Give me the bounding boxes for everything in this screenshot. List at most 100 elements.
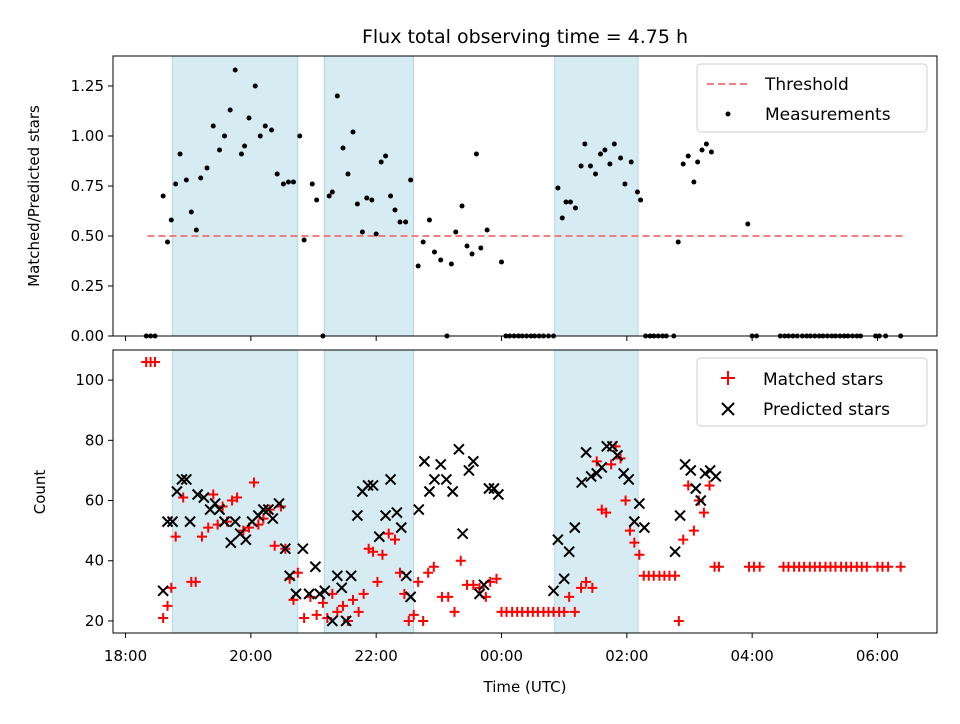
predicted-star-marker (423, 485, 436, 498)
measurement-point (567, 199, 573, 205)
measurement-point (415, 263, 421, 269)
predicted-star-marker (157, 585, 169, 597)
top-legend-box (696, 63, 928, 133)
matched-star-marker (629, 537, 640, 548)
predicted-star-marker (596, 461, 608, 474)
matched-legend-label: Matched stars (763, 370, 883, 390)
predicted-star-marker (395, 521, 407, 534)
predicted-star-marker (340, 615, 352, 627)
matched-star-marker (299, 612, 310, 623)
measurement-point (438, 257, 444, 263)
measurement-point (242, 143, 248, 149)
matched-star-marker (269, 540, 280, 551)
predicted-star-marker (418, 455, 431, 468)
predicted-star-marker (336, 582, 348, 594)
measurement-point (408, 177, 414, 183)
matched-star-marker (449, 606, 460, 617)
predicted-star-marker (453, 443, 465, 456)
measurement-point (420, 239, 426, 245)
x-tick-label: 02:00 (605, 647, 648, 665)
matched-star-marker (408, 609, 419, 620)
matched-star-marker (704, 480, 715, 491)
matched-star-marker (248, 477, 259, 488)
measurement-point (210, 123, 216, 129)
predicted-star-marker (710, 470, 722, 483)
bottom-y-tick-label: 60 (85, 492, 104, 510)
matched-star-marker (347, 594, 358, 605)
measurement-point (618, 155, 624, 161)
predicted-stars-points (157, 440, 722, 627)
measurement-point (350, 129, 356, 135)
predicted-star-marker (229, 515, 241, 528)
measurement-point (193, 227, 199, 233)
predicted-star-marker (283, 570, 296, 582)
measurement-point (314, 197, 320, 203)
measurement-point (334, 93, 340, 99)
matched-star-marker (166, 582, 177, 593)
predicted-star-marker (413, 503, 425, 516)
measurement-point (703, 141, 709, 147)
measurement-point (359, 229, 365, 235)
bottom-y-tick-label: 100 (75, 371, 104, 389)
measurement-point (607, 161, 613, 167)
measurement-point (238, 151, 244, 157)
top-legend: Threshold Measurements (696, 63, 928, 133)
measurement-point (473, 151, 479, 157)
x-axis-label: Time (UTC) (483, 678, 567, 696)
measurement-point (329, 189, 335, 195)
predicted-star-marker (404, 591, 417, 603)
matched-star-marker (883, 561, 894, 572)
predicted-star-marker (184, 515, 196, 528)
matched-star-marker (311, 609, 322, 620)
predicted-star-marker (400, 570, 412, 582)
matched-star-marker (559, 606, 570, 617)
measurement-point (262, 123, 268, 129)
bottom-legend-box (696, 357, 928, 427)
measurement-point (345, 171, 351, 177)
matched-star-marker (581, 576, 592, 587)
x-tick-label: 06:00 (856, 647, 899, 665)
bottom-shaded-intervals (172, 349, 639, 634)
predicted-star-marker (273, 497, 285, 510)
matched-star-marker (196, 531, 207, 542)
predicted-star-marker (611, 449, 624, 462)
measurement-point (699, 147, 705, 153)
matched-star-marker (606, 459, 617, 470)
bottom-x-ticks: 18:00 20:00 22:00 00:00 02:00 04:00 06:00 (104, 633, 899, 665)
measurement-point (198, 175, 204, 181)
top-y-tick-label: 0.50 (71, 227, 104, 245)
predicted-star-marker (576, 476, 588, 489)
measurements-legend-label: Measurements (765, 105, 891, 125)
measurement-point (622, 181, 628, 187)
matched-star-marker (591, 456, 602, 467)
matched-star-marker (455, 555, 466, 566)
matched-star-marker (149, 357, 160, 368)
top-y-tick-label: 1.25 (71, 77, 104, 95)
matched-star-marker (332, 606, 343, 617)
matched-star-marker (227, 495, 238, 506)
measurement-point (257, 133, 263, 139)
top-panel: 0.00 0.25 0.50 0.75 1.00 1.25 Flux total obse… (25, 26, 938, 345)
top-shaded-interval-2 (554, 55, 639, 337)
predicted-star-marker (209, 497, 221, 510)
predicted-star-marker (558, 573, 570, 585)
measurements-legend-marker (725, 111, 731, 117)
measurement-point (301, 237, 307, 243)
predicted-star-marker (674, 509, 686, 522)
predicted-star-marker (563, 546, 575, 558)
predicted-star-marker (569, 521, 581, 534)
predicted-star-marker (473, 588, 486, 600)
measurement-point (397, 219, 403, 225)
predicted-star-marker (669, 546, 681, 558)
matched-star-marker (158, 612, 169, 623)
matched-stars-points (141, 357, 906, 626)
measurement-point (285, 179, 291, 185)
matched-star-marker (418, 615, 429, 626)
matched-star-marker (895, 561, 906, 572)
measurement-point (563, 199, 569, 205)
measurement-point (297, 133, 303, 139)
measurement-point (392, 207, 398, 213)
predicted-star-marker (213, 503, 226, 516)
matched-star-marker (178, 492, 189, 503)
